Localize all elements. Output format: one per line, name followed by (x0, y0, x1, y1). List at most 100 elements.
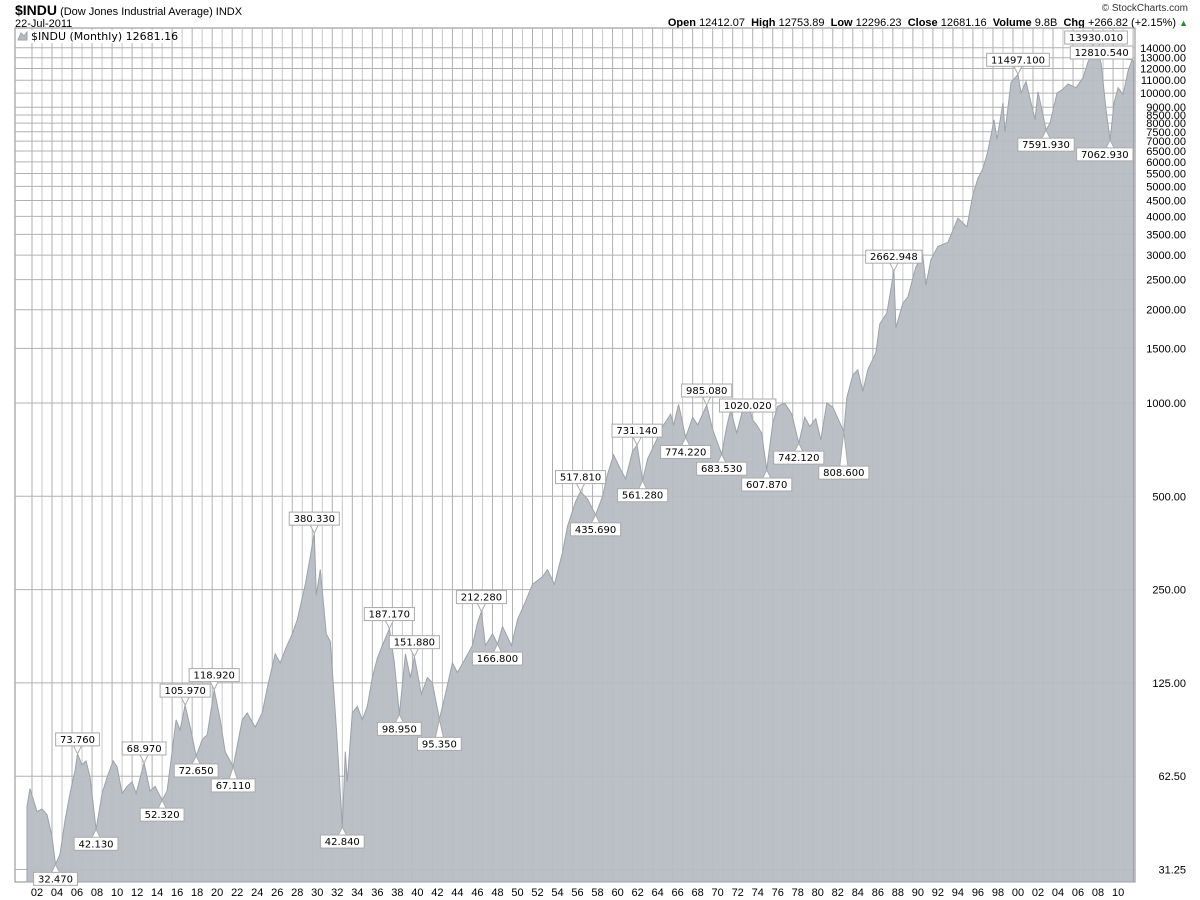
low-label: Low (830, 17, 853, 29)
annotation-peak: 118.920 (188, 668, 240, 691)
annotation-label: 73.760 (60, 735, 95, 746)
annotation-box (554, 470, 607, 485)
annotation-label: 12810.540 (1075, 48, 1129, 59)
x-tick-label: 80 (812, 887, 824, 899)
annotation-pointer (1013, 66, 1023, 76)
annotation-trough: 683.530 (696, 453, 748, 476)
price-area (26, 47, 1135, 883)
annotation-peak: 68.970 (121, 741, 167, 765)
y-tick-label: 250.00 (1152, 585, 1186, 597)
annotation-label: 2662.948 (870, 252, 918, 263)
chart-title: $INDU (Dow Jones Industrial Average) IND… (15, 2, 242, 18)
y-tick-label: 7500.00 (1146, 127, 1186, 139)
annotation-pointer (384, 620, 394, 630)
annotation-pointer (476, 603, 486, 613)
y-tick-label: 8500.00 (1146, 110, 1186, 122)
annotation-label: 561.280 (622, 491, 663, 502)
annotation-pointer (702, 396, 712, 407)
x-tick-label: 32 (331, 887, 343, 899)
annotation-pointer (576, 483, 585, 493)
annotation-box (188, 668, 240, 683)
copyright: © StockCharts.com (1101, 3, 1188, 14)
annotation-label: 187.170 (369, 610, 410, 621)
y-tick-label: 6500.00 (1146, 146, 1186, 158)
x-tick-label: 82 (832, 887, 844, 899)
x-tick-label: 16 (171, 887, 183, 899)
y-tick-label: 2500.00 (1146, 275, 1186, 287)
x-tick-label: 44 (451, 887, 463, 899)
y-tick-label: 3500.00 (1146, 229, 1186, 241)
annotation-box (681, 383, 733, 398)
chart-date: 22-Jul-2011 (15, 18, 73, 30)
annotation-box (719, 398, 777, 413)
annotation-pointer (434, 719, 444, 738)
annotation-peak: 2662.948 (865, 249, 923, 273)
annotation-label: 435.690 (575, 525, 616, 536)
y-tick-label: 3000.00 (1146, 250, 1186, 262)
x-tick-label: 60 (611, 887, 623, 899)
x-tick-label: 84 (852, 887, 864, 899)
annotation-pointer (409, 648, 419, 658)
annotation-box (1076, 147, 1134, 162)
annotation-label: 67.110 (216, 781, 251, 792)
annotation-pointer (632, 436, 642, 447)
annotation-label: 380.330 (294, 514, 335, 525)
y-tick-label: 11000.00 (1141, 75, 1186, 87)
annotation-box (773, 450, 825, 465)
annotation-box (417, 736, 462, 751)
y-tick-label: 31.25 (1158, 865, 1186, 877)
y-tick-label: 7000.00 (1146, 136, 1186, 148)
annotation-trough: 52.320 (139, 799, 185, 822)
annotation-pointer (73, 745, 82, 756)
annotation-label: 105.970 (164, 686, 205, 697)
x-tick-label: 52 (531, 887, 543, 899)
close-label: Close (907, 17, 938, 29)
annotation-trough: 72.650 (173, 754, 219, 778)
annotation-label: 11497.100 (991, 55, 1045, 66)
annotation-pointer (762, 468, 772, 479)
annotation-pointer (209, 681, 219, 691)
x-tick-label: 96 (972, 887, 984, 899)
annotation-trough: 7062.930 (1076, 138, 1134, 162)
annotation-box (173, 763, 219, 778)
annotation-label: 7591.930 (1022, 140, 1070, 151)
annotation-box (376, 721, 422, 736)
x-tick-label: 08 (91, 887, 103, 899)
x-tick-label: 86 (872, 887, 884, 899)
annotation-box (210, 778, 256, 793)
annotation-pointer (394, 713, 404, 723)
annotation-box (159, 683, 211, 698)
annotation-trough: 742.120 (773, 442, 825, 465)
x-tick-label: 20 (211, 887, 223, 899)
annotation-label: 731.140 (616, 426, 657, 437)
annotation-label: 52.320 (145, 810, 180, 821)
x-tick-label: 72 (732, 887, 744, 899)
y-tick-label: 1000.00 (1146, 398, 1186, 410)
annotation-box (55, 732, 100, 747)
x-tick-label: 10 (111, 887, 123, 899)
annotation-pointer (337, 825, 347, 836)
annotation-label: 98.950 (382, 724, 417, 735)
annotation-pointer (309, 524, 319, 535)
x-tick-label: 66 (672, 887, 684, 899)
annotation-label: 985.080 (686, 386, 727, 397)
x-tick-label: 02 (1032, 887, 1044, 899)
annotation-pointer (717, 453, 727, 463)
y-tick-label: 10000.00 (1140, 88, 1186, 100)
annotation-label: 517.810 (560, 473, 601, 484)
y-tick-label: 4500.00 (1146, 196, 1186, 208)
x-tick-label: 10 (1112, 887, 1124, 899)
annotation-box (611, 423, 663, 438)
index-name: (Dow Jones Industrial Average) INDX (60, 6, 243, 18)
y-tick-label: 5500.00 (1146, 169, 1186, 181)
x-tick-label: 06 (1072, 887, 1084, 899)
y-tick-label: 6000.00 (1146, 157, 1186, 169)
annotation-box (986, 52, 1050, 67)
annotation-box (1064, 30, 1128, 45)
annotation-box (741, 477, 793, 492)
annotation-box (471, 651, 524, 666)
y-tick-label: 5000.00 (1146, 181, 1186, 193)
annotation-peak: 11497.100 (986, 52, 1050, 76)
annotation-pointer (591, 513, 601, 524)
open-label: Open (667, 17, 696, 29)
